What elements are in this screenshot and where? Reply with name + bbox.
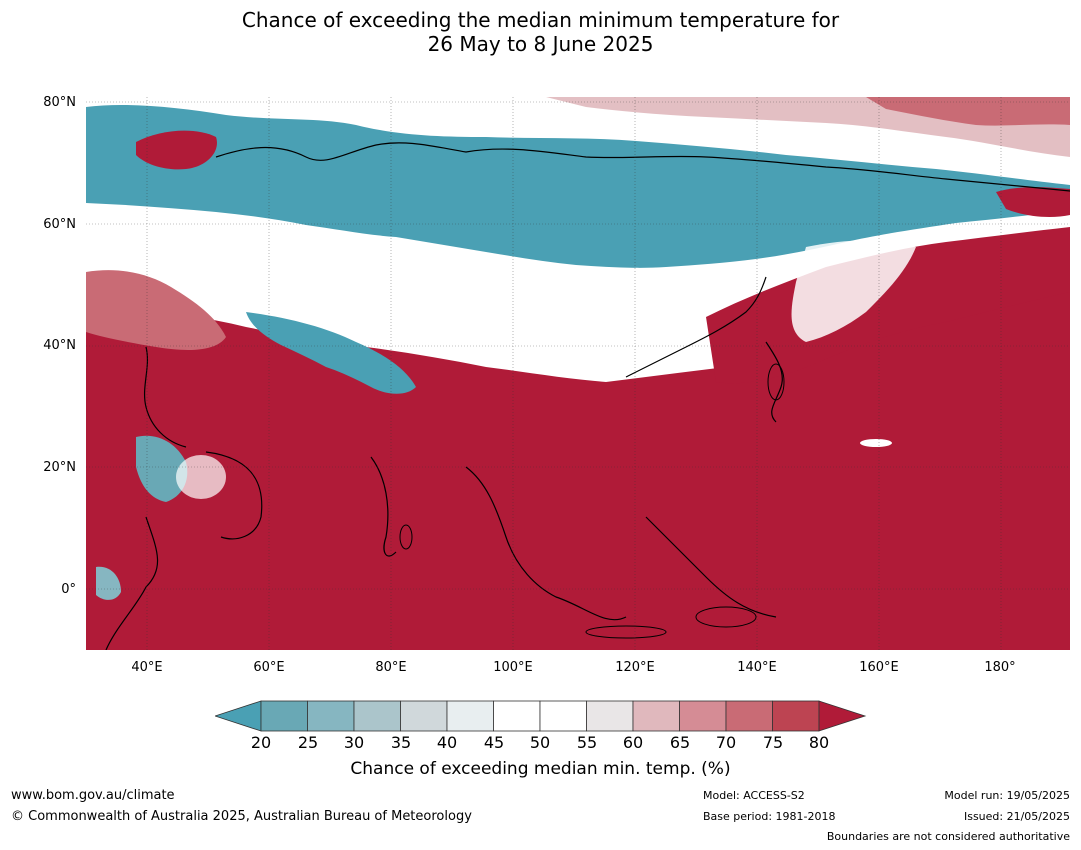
footer-model-run: Model run: 19/05/2025 [944, 789, 1070, 802]
colorbar-tick: 75 [762, 733, 784, 752]
lon-label-120e: 120°E [615, 660, 655, 675]
title-line-1: Chance of exceeding the median minimum t… [241, 8, 840, 32]
lon-label-100e: 100°E [493, 660, 533, 675]
colorbar-tick: 70 [715, 733, 737, 752]
colorbar-segment [400, 700, 448, 732]
lat-label-80n: 80°N [43, 95, 76, 110]
map-cold-central-asia [246, 312, 416, 394]
footer-copyright: © Commonwealth of Australia 2025, Austra… [11, 809, 472, 824]
colorbar-segment [353, 700, 401, 732]
lat-label-40n: 40°N [43, 338, 76, 353]
lon-label-180: 180° [984, 660, 1016, 675]
colorbar-tick: 60 [622, 733, 644, 752]
lat-label-60n: 60°N [43, 217, 76, 232]
title-line-2: 26 May to 8 June 2025 [427, 32, 654, 56]
map-cold-east-africa [96, 566, 121, 600]
colorbar-tick: 65 [669, 733, 691, 752]
colorbar-segment [725, 700, 773, 732]
colorbar-segment [772, 700, 820, 732]
colorbar-segment [493, 700, 541, 732]
map-cold-arabia [136, 435, 188, 502]
lon-label-40e: 40°E [131, 660, 163, 675]
map-warm-scandinavia [136, 130, 217, 170]
colorbar-tick: 40 [436, 733, 458, 752]
footer-disclaimer: Boundaries are not considered authoritat… [826, 830, 1070, 843]
colorbar-tick: 25 [297, 733, 319, 752]
colorbar-tick: 45 [483, 733, 505, 752]
colorbar-tick: 80 [808, 733, 830, 752]
lat-label-0: 0° [61, 582, 76, 597]
colorbar-tick: 55 [576, 733, 598, 752]
colorbar-tick: 20 [250, 733, 272, 752]
colorbar-segment [539, 700, 587, 732]
map-warm-arctic [866, 97, 1070, 126]
colorbar [215, 700, 867, 732]
map-warm-europe [86, 270, 226, 350]
lat-label-20n: 20°N [43, 460, 76, 475]
coastlines [105, 142, 1070, 650]
colorbar-segment [586, 700, 634, 732]
lon-label-60e: 60°E [253, 660, 285, 675]
map-neutral-patch [176, 455, 226, 499]
map-title: Chance of exceeding the median minimum t… [0, 8, 1081, 56]
probability-map [86, 97, 1070, 650]
map-neutral-pacific-band [791, 240, 916, 342]
map-cold-siberia [86, 104, 1070, 268]
colorbar-segment [679, 700, 727, 732]
lon-label-80e: 80°E [375, 660, 407, 675]
lon-label-160e: 160°E [859, 660, 899, 675]
map-warm-kamchatka [996, 187, 1070, 217]
footer-model: Model: ACCESS-S2 [703, 789, 805, 802]
colorbar-segment [446, 700, 494, 732]
footer-url[interactable]: www.bom.gov.au/climate [11, 788, 175, 803]
footer-issued: Issued: 21/05/2025 [963, 810, 1070, 823]
colorbar-tick: 50 [529, 733, 551, 752]
lon-label-140e: 140°E [737, 660, 777, 675]
map-warm-east-asia [706, 227, 1070, 384]
colorbar-label: Chance of exceeding median min. temp. (%… [350, 759, 731, 779]
colorbar-extend-high [818, 700, 867, 732]
footer-base-period: Base period: 1981-2018 [703, 810, 836, 823]
colorbar-extend-low [215, 700, 262, 732]
islands [399, 363, 785, 639]
colorbar-tick: 30 [343, 733, 365, 752]
colorbar-tick: 35 [390, 733, 412, 752]
colorbar-segment [260, 700, 308, 732]
map-neutral-patch [860, 439, 892, 447]
colorbar-segment [307, 700, 355, 732]
graticule [86, 97, 1070, 650]
colorbar-segment [632, 700, 680, 732]
